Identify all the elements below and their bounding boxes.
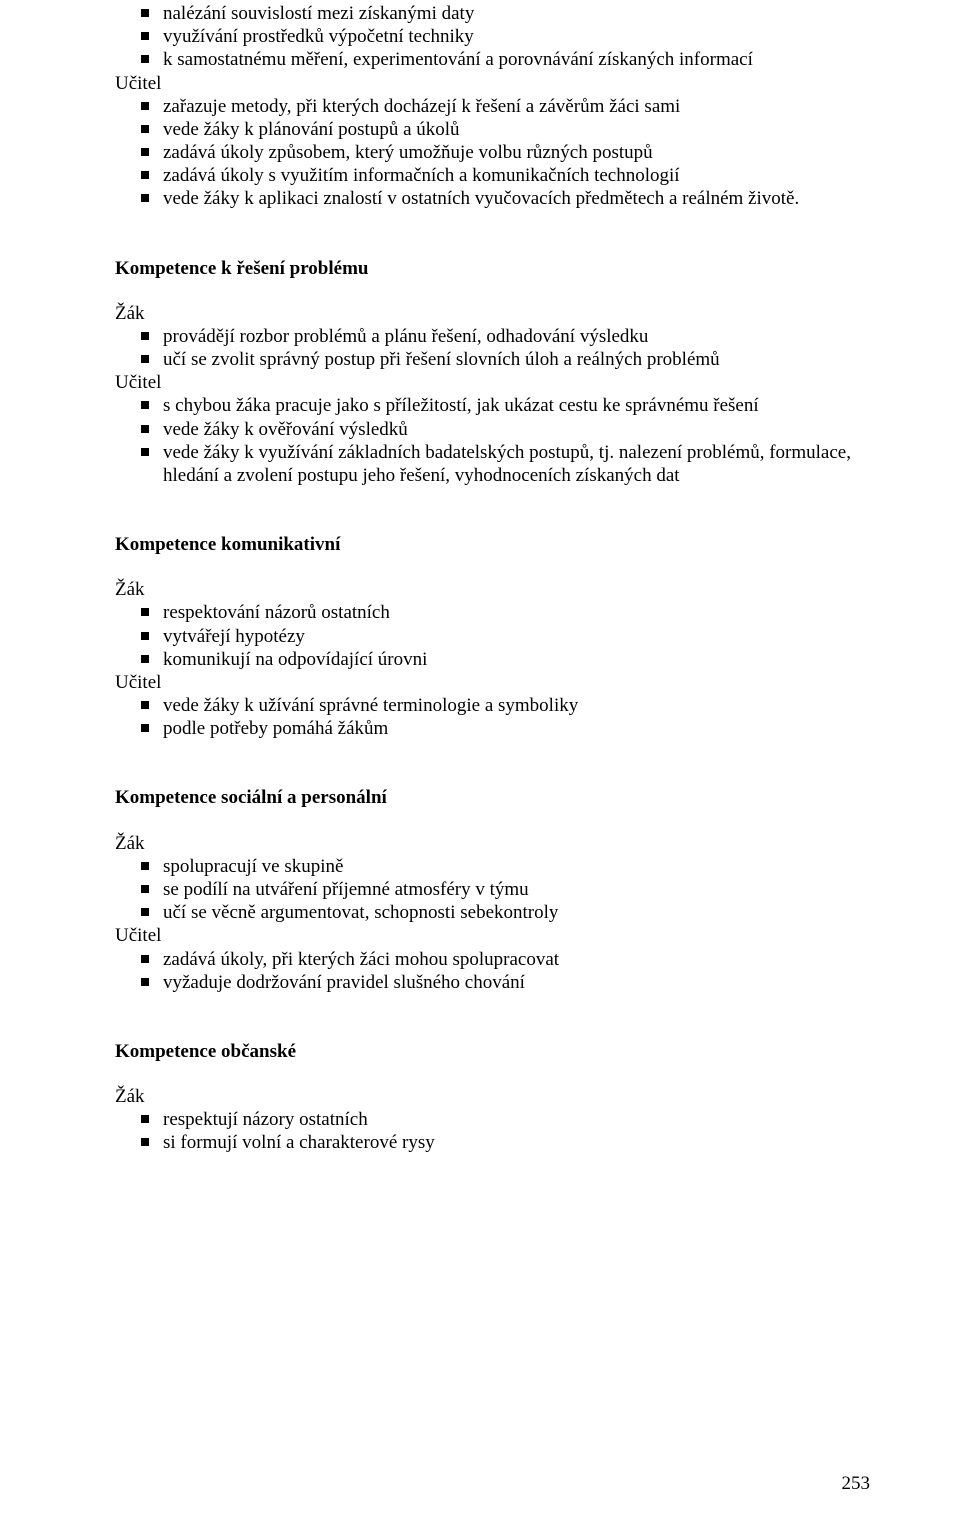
list-item: vytvářejí hypotézy bbox=[141, 625, 880, 648]
bullet-list: spolupracují ve skupině se podílí na utv… bbox=[115, 855, 880, 925]
list-item: nalézání souvislostí mezi získanými daty bbox=[141, 2, 880, 25]
list-item-text: si formují volní a charakterové rysy bbox=[163, 1132, 435, 1153]
list-item: zadává úkoly způsobem, který umožňuje vo… bbox=[141, 141, 880, 164]
list-item-text: respektují názory ostatních bbox=[163, 1109, 368, 1130]
list-item: zadává úkoly, při kterých žáci mohou spo… bbox=[141, 948, 880, 971]
bullet-list: respektování názorů ostatních vytvářejí … bbox=[115, 601, 880, 671]
list-item-text: vede žáky k využívání základních badatel… bbox=[163, 442, 851, 486]
list-item-text: učí se zvolit správný postup při řešení … bbox=[163, 349, 720, 370]
list-item: k samostatnému měření, experimentování a… bbox=[141, 48, 880, 71]
list-item-text: vede žáky k užívání správné terminologie… bbox=[163, 695, 578, 716]
list-item-text: vyžaduje dodržování pravidel slušného ch… bbox=[163, 972, 525, 993]
list-item: zadává úkoly s využitím informačních a k… bbox=[141, 164, 880, 187]
role-label-zak: Žák bbox=[115, 1085, 880, 1108]
role-label-zak: Žák bbox=[115, 578, 880, 601]
list-item-text: spolupracují ve skupině bbox=[163, 856, 343, 877]
list-item: si formují volní a charakterové rysy bbox=[141, 1131, 880, 1154]
list-item-text: nalézání souvislostí mezi získanými daty bbox=[163, 3, 474, 24]
list-item-text: se podílí na utváření příjemné atmosféry… bbox=[163, 879, 529, 900]
list-item-text: zadává úkoly, při kterých žáci mohou spo… bbox=[163, 949, 559, 970]
list-item: spolupracují ve skupině bbox=[141, 855, 880, 878]
list-item-text: zařazuje metody, při kterých docházejí k… bbox=[163, 96, 680, 117]
role-label-ucitel: Učitel bbox=[115, 924, 880, 947]
list-item-text: vede žáky k aplikaci znalostí v ostatníc… bbox=[163, 188, 799, 209]
role-label-zak: Žák bbox=[115, 302, 880, 325]
list-item: vyžaduje dodržování pravidel slušného ch… bbox=[141, 971, 880, 994]
top-bullet-list: nalézání souvislostí mezi získanými daty… bbox=[115, 2, 880, 72]
list-item: vede žáky k plánování postupů a úkolů bbox=[141, 118, 880, 141]
page-number: 253 bbox=[842, 1472, 871, 1495]
list-item: vede žáky k využívání základních badatel… bbox=[141, 441, 880, 487]
list-item-text: zadává úkoly způsobem, který umožňuje vo… bbox=[163, 142, 653, 163]
list-item: komunikují na odpovídající úrovni bbox=[141, 648, 880, 671]
list-item-text: s chybou žáka pracuje jako s příležitost… bbox=[163, 395, 759, 416]
list-item-text: respektování názorů ostatních bbox=[163, 602, 390, 623]
role-label-zak: Žák bbox=[115, 832, 880, 855]
role-label-ucitel: Učitel bbox=[115, 72, 880, 95]
list-item: s chybou žáka pracuje jako s příležitost… bbox=[141, 394, 880, 417]
list-item-text: komunikují na odpovídající úrovni bbox=[163, 649, 427, 670]
document-page: nalézání souvislostí mezi získanými daty… bbox=[0, 0, 960, 1515]
bullet-list: respektují názory ostatních si formují v… bbox=[115, 1108, 880, 1154]
section-heading: Kompetence občanské bbox=[115, 1040, 880, 1063]
list-item: vede žáky k aplikaci znalostí v ostatníc… bbox=[141, 187, 880, 210]
list-item: učí se věcně argumentovat, schopnosti se… bbox=[141, 901, 880, 924]
list-item-text: využívání prostředků výpočetní techniky bbox=[163, 26, 474, 47]
bullet-list: provádějí rozbor problémů a plánu řešení… bbox=[115, 325, 880, 371]
list-item: využívání prostředků výpočetní techniky bbox=[141, 25, 880, 48]
role-label-ucitel: Učitel bbox=[115, 671, 880, 694]
bullet-list: zadává úkoly, při kterých žáci mohou spo… bbox=[115, 948, 880, 994]
section-heading: Kompetence k řešení problému bbox=[115, 257, 880, 280]
list-item: respektují názory ostatních bbox=[141, 1108, 880, 1131]
list-item: se podílí na utváření příjemné atmosféry… bbox=[141, 878, 880, 901]
list-item-text: zadává úkoly s využitím informačních a k… bbox=[163, 165, 680, 186]
list-item-text: vede žáky k ověřování výsledků bbox=[163, 419, 408, 440]
section-heading: Kompetence komunikativní bbox=[115, 533, 880, 556]
list-item: podle potřeby pomáhá žákům bbox=[141, 717, 880, 740]
list-item: zařazuje metody, při kterých docházejí k… bbox=[141, 95, 880, 118]
bullet-list: vede žáky k užívání správné terminologie… bbox=[115, 694, 880, 740]
list-item: vede žáky k ověřování výsledků bbox=[141, 418, 880, 441]
list-item-text: učí se věcně argumentovat, schopnosti se… bbox=[163, 902, 558, 923]
list-item-text: vede žáky k plánování postupů a úkolů bbox=[163, 119, 460, 140]
role-label-ucitel: Učitel bbox=[115, 371, 880, 394]
list-item-text: provádějí rozbor problémů a plánu řešení… bbox=[163, 326, 648, 347]
list-item-text: podle potřeby pomáhá žákům bbox=[163, 718, 388, 739]
list-item: učí se zvolit správný postup při řešení … bbox=[141, 348, 880, 371]
list-item: respektování názorů ostatních bbox=[141, 601, 880, 624]
list-item: provádějí rozbor problémů a plánu řešení… bbox=[141, 325, 880, 348]
section-heading: Kompetence sociální a personální bbox=[115, 786, 880, 809]
list-item-text: k samostatnému měření, experimentování a… bbox=[163, 49, 753, 70]
list-item: vede žáky k užívání správné terminologie… bbox=[141, 694, 880, 717]
top-bullet-list-2: zařazuje metody, při kterých docházejí k… bbox=[115, 95, 880, 211]
list-item-text: vytvářejí hypotézy bbox=[163, 626, 305, 647]
bullet-list: s chybou žáka pracuje jako s příležitost… bbox=[115, 394, 880, 487]
